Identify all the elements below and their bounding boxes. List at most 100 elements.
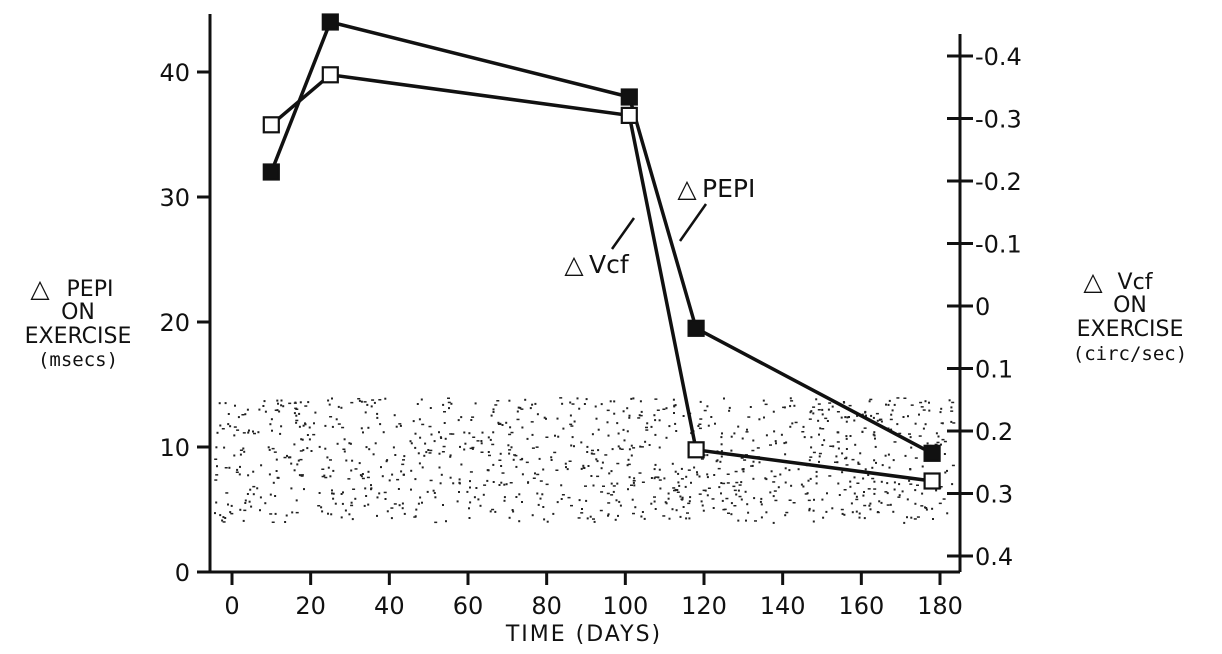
band-dot	[653, 414, 656, 417]
y2-tick-label: 0.4	[975, 543, 1013, 571]
band-dot	[329, 416, 333, 418]
band-dot	[845, 420, 848, 423]
band-dot	[679, 495, 682, 498]
band-dot	[399, 424, 402, 427]
band-dot	[639, 400, 642, 403]
band-dot	[893, 481, 896, 484]
band-dot	[482, 493, 485, 496]
band-dot	[699, 400, 702, 403]
band-dot	[896, 423, 899, 426]
band-dot	[591, 449, 594, 452]
band-dot	[580, 441, 583, 444]
band-dot	[531, 403, 534, 406]
band-dot	[293, 402, 297, 404]
band-dot	[214, 479, 218, 481]
band-dot	[797, 468, 800, 471]
band-dot	[466, 490, 469, 493]
band-dot	[501, 424, 504, 426]
band-dot	[632, 480, 636, 482]
point-vcf	[923, 472, 941, 490]
band-dot	[881, 464, 884, 467]
band-dot	[503, 483, 506, 486]
band-dot	[460, 463, 463, 466]
band-dot	[347, 478, 351, 480]
band-dot	[560, 484, 563, 487]
band-dot	[908, 433, 911, 435]
band-dot	[448, 407, 450, 410]
band-dot	[826, 492, 828, 495]
band-dot	[701, 504, 704, 507]
band-dot	[838, 494, 841, 496]
band-dot	[297, 459, 300, 462]
band-dot	[634, 506, 637, 509]
band-dot	[492, 431, 495, 434]
band-dot	[298, 474, 301, 477]
band-dot	[681, 496, 684, 499]
band-dot	[785, 441, 788, 444]
band-dot	[875, 412, 879, 415]
band-dot	[793, 404, 796, 407]
band-dot	[823, 439, 826, 442]
band-dot	[938, 502, 942, 505]
band-dot	[290, 462, 293, 465]
band-dot	[855, 498, 859, 501]
band-dot	[500, 481, 503, 484]
band-dot	[561, 402, 564, 405]
band-dot	[703, 409, 707, 412]
x-tick-label: 140	[760, 592, 806, 620]
band-dot	[685, 517, 688, 520]
band-dot	[633, 484, 636, 487]
band-dot	[471, 446, 475, 449]
band-dot	[606, 492, 610, 495]
band-dot	[521, 473, 524, 476]
band-dot	[363, 504, 366, 507]
band-dot	[812, 520, 815, 523]
band-dot	[321, 510, 324, 513]
band-dot	[698, 423, 702, 425]
band-dot	[886, 482, 889, 485]
band-dot	[817, 409, 821, 411]
band-dot	[318, 445, 321, 448]
band-dot	[809, 477, 812, 480]
band-dot	[521, 457, 524, 460]
band-dot	[312, 433, 316, 436]
band-dot	[573, 420, 576, 423]
band-dot	[327, 466, 330, 469]
band-dot	[656, 409, 660, 411]
band-dot	[535, 446, 539, 448]
band-dot	[663, 477, 666, 480]
band-dot	[236, 468, 239, 471]
band-dot	[667, 492, 670, 495]
band-dot	[941, 438, 945, 441]
band-dot	[578, 499, 581, 502]
band-dot	[632, 447, 636, 449]
band-dot	[320, 506, 323, 509]
band-dot	[216, 465, 218, 468]
band-dot	[487, 469, 490, 472]
band-dot	[592, 484, 595, 487]
band-dot	[380, 466, 382, 469]
band-dot	[720, 443, 723, 446]
band-dot	[638, 472, 642, 474]
band-dot	[837, 431, 840, 434]
band-dot	[909, 483, 913, 485]
band-dot	[361, 477, 365, 480]
band-dot	[321, 468, 325, 470]
band-dot	[452, 482, 455, 485]
band-dot	[604, 454, 608, 456]
band-dot	[812, 412, 815, 415]
band-dot	[306, 434, 309, 436]
band-dot	[301, 438, 304, 441]
band-dot	[619, 447, 622, 450]
band-dot	[365, 446, 368, 449]
band-dot	[615, 499, 618, 502]
band-dot	[468, 517, 471, 519]
band-dot	[843, 489, 847, 491]
band-dot	[807, 479, 810, 482]
band-dot	[402, 459, 405, 461]
band-dot	[565, 466, 567, 469]
band-dot	[280, 399, 283, 402]
band-dot	[553, 451, 557, 454]
band-dot	[916, 516, 920, 518]
band-dot	[324, 424, 327, 427]
